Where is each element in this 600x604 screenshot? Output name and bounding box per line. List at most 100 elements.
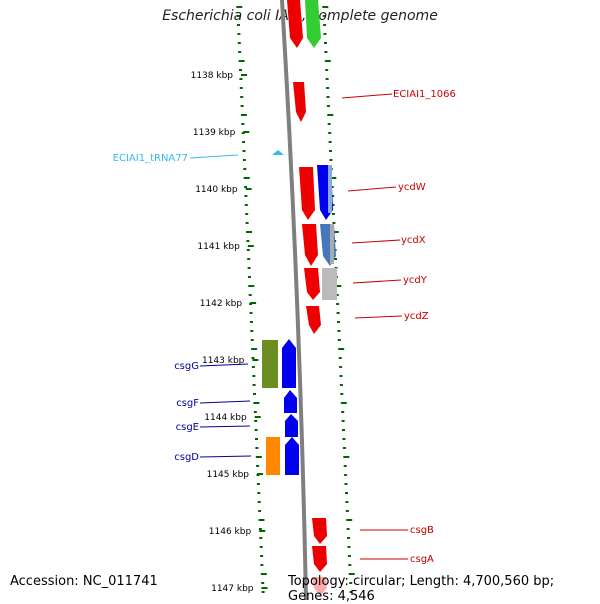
scale-dot bbox=[327, 123, 331, 125]
scale-dot bbox=[331, 204, 335, 206]
scale-dot bbox=[330, 177, 337, 179]
scale-dot bbox=[258, 510, 262, 512]
scale-dot bbox=[339, 366, 343, 368]
scale-dot bbox=[250, 330, 254, 332]
scale-dot bbox=[337, 321, 340, 323]
scale-dot bbox=[344, 474, 348, 476]
gene-label[interactable]: csgB bbox=[410, 525, 434, 536]
gene-arrow[interactable] bbox=[302, 224, 318, 266]
gene-arrow[interactable] bbox=[312, 518, 327, 544]
gene-arrow[interactable] bbox=[285, 437, 299, 475]
gene-label[interactable]: ycdZ bbox=[404, 311, 429, 322]
ruler-tick-label: 1145 kbp bbox=[207, 470, 250, 480]
gene-label[interactable]: ycdW bbox=[398, 182, 426, 193]
scale-dot bbox=[239, 69, 242, 71]
scale-dot bbox=[328, 132, 332, 134]
gene-block[interactable] bbox=[322, 268, 337, 300]
scale-dot bbox=[348, 573, 355, 575]
gene-arrow[interactable] bbox=[285, 414, 298, 437]
scale-dot bbox=[242, 141, 246, 143]
gene-arrow[interactable] bbox=[282, 339, 296, 388]
scale-dot bbox=[245, 213, 249, 215]
scale-dot bbox=[254, 429, 258, 431]
scale-dot bbox=[240, 105, 244, 107]
scale-dot bbox=[326, 96, 330, 98]
gene-label[interactable]: ycdY bbox=[403, 275, 428, 286]
scale-dot bbox=[328, 141, 332, 143]
scale-dot bbox=[247, 258, 251, 260]
scale-dot bbox=[240, 114, 247, 116]
scale-dot bbox=[249, 321, 253, 323]
ruler-tick-label: 1138 kbp bbox=[191, 71, 234, 81]
gene-arrow[interactable] bbox=[287, 0, 303, 48]
scale-dot bbox=[336, 303, 340, 305]
scale-dot bbox=[322, 6, 329, 8]
scale-dot bbox=[347, 537, 351, 539]
gene-labels: ECIAI1_1066 ECIAI1_tRNA77 ycdW ycdX ycdY… bbox=[113, 89, 456, 565]
gene-arrow[interactable] bbox=[284, 390, 297, 413]
scale-dot bbox=[242, 159, 246, 161]
gene-label[interactable]: ycdX bbox=[401, 235, 426, 246]
gene-block[interactable] bbox=[330, 224, 334, 264]
scale-dot bbox=[323, 24, 327, 26]
scale-dot bbox=[237, 24, 240, 26]
scale-dot bbox=[259, 537, 263, 539]
scale-dot bbox=[329, 150, 332, 152]
gene-label[interactable]: ECIAI1_1066 bbox=[393, 89, 456, 100]
scale-dot bbox=[341, 420, 345, 422]
gene-block[interactable] bbox=[328, 165, 332, 213]
scale-dot bbox=[252, 384, 256, 386]
scale-dot bbox=[325, 78, 329, 80]
scale-dot bbox=[253, 402, 260, 404]
scale-dot bbox=[337, 339, 341, 341]
scale-dot bbox=[236, 6, 243, 8]
scale-dot bbox=[245, 222, 249, 224]
scale-dot bbox=[329, 159, 333, 161]
scale-dot bbox=[343, 465, 347, 467]
leader-lines bbox=[189, 93, 408, 560]
gene-block[interactable] bbox=[262, 340, 278, 388]
gene-label[interactable]: csgA bbox=[410, 554, 434, 565]
scale-dot bbox=[244, 204, 248, 206]
ruler-tick-label: 1139 kbp bbox=[193, 128, 236, 138]
scale-dot bbox=[256, 483, 260, 485]
gene-arrow[interactable] bbox=[304, 268, 320, 300]
scale-dot bbox=[257, 492, 261, 494]
scale-dot bbox=[346, 519, 353, 521]
scale-dot bbox=[340, 402, 347, 404]
ruler-tick-label: 1146 kbp bbox=[209, 527, 252, 537]
trna-arrow[interactable] bbox=[272, 150, 284, 155]
scale-dot bbox=[338, 348, 345, 350]
scale-dot bbox=[248, 285, 255, 287]
scale-dot bbox=[251, 348, 258, 350]
gene-arrow[interactable] bbox=[312, 577, 327, 596]
features bbox=[262, 0, 337, 596]
gene-arrow[interactable] bbox=[299, 167, 315, 220]
gene-arrow[interactable] bbox=[312, 546, 327, 572]
scale-dot bbox=[324, 51, 328, 53]
accession-text: Accession: NC_011741 bbox=[10, 574, 158, 589]
gene-label[interactable]: ECIAI1_tRNA77 bbox=[113, 153, 188, 164]
gene-label[interactable]: csgG bbox=[174, 361, 199, 372]
scale-dot bbox=[242, 150, 246, 152]
ruler-tick-label: 1147 kbp bbox=[211, 584, 254, 594]
gene-label[interactable]: csgD bbox=[174, 452, 199, 463]
scale-dot bbox=[236, 15, 240, 17]
scale-dot bbox=[347, 546, 351, 548]
scale-dot bbox=[331, 195, 335, 197]
gene-arrow[interactable] bbox=[306, 306, 321, 334]
scale-dot bbox=[251, 357, 255, 359]
scale-dot bbox=[325, 69, 329, 71]
scale-dot bbox=[255, 447, 259, 449]
scale-dot bbox=[341, 411, 345, 413]
gene-label[interactable]: csgF bbox=[176, 398, 199, 409]
gene-arrow[interactable] bbox=[305, 0, 321, 48]
gene-block[interactable] bbox=[266, 437, 280, 475]
scale-dot bbox=[326, 105, 330, 107]
scale-dot bbox=[241, 132, 245, 134]
gene-label[interactable]: csgE bbox=[176, 422, 199, 433]
scale-dot bbox=[346, 528, 350, 530]
gene-arrow[interactable] bbox=[293, 82, 306, 122]
scale-dot bbox=[349, 591, 353, 593]
